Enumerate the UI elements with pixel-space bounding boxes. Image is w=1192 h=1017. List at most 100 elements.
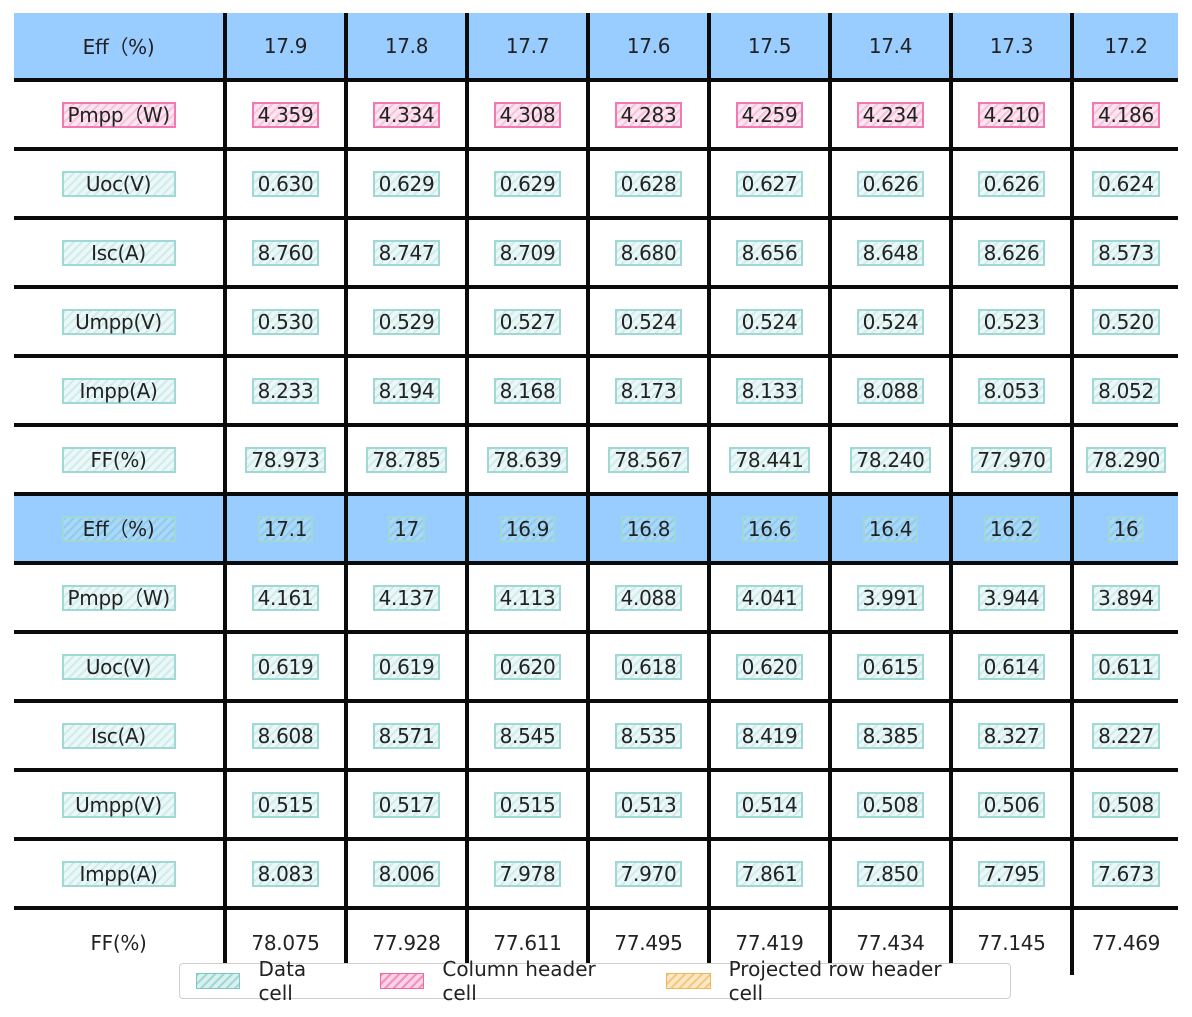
cell-value: 0.508 [1092, 791, 1160, 818]
table-body: Eff（%) 17.9 17.8 17.7 17.6 17.5 17.4 17.3 17.2 Pm… [14, 13, 1178, 975]
table-cell: 8.194 [346, 356, 469, 427]
table-cell: 77.970 [951, 425, 1074, 496]
table-row: Umpp(V) 0.530 0.529 0.527 0.524 0.524 0.524 0.5… [14, 287, 1178, 358]
cell-value: 0.626 [977, 170, 1046, 197]
table-cell: 17.6 [588, 13, 711, 82]
table-cell: 16 [1072, 494, 1178, 565]
table-cell: 8.052 [1072, 356, 1178, 427]
table-cell: 0.520 [1072, 287, 1178, 358]
table-cell: 8.327 [951, 701, 1074, 772]
legend-item-data: Data cell [196, 957, 344, 1005]
table-cell: 78.240 [830, 425, 953, 496]
table-cell: 4.137 [346, 563, 469, 634]
cell-value: 16.4 [862, 515, 919, 542]
table-cell: 7.861 [709, 839, 832, 910]
cell-value: 0.513 [614, 791, 683, 818]
table-cell: 8.006 [346, 839, 469, 910]
table-cell: 17.1 [225, 494, 348, 565]
cell-value: 17.4 [868, 33, 913, 58]
table-cell: 0.626 [830, 149, 953, 220]
table-cell: 4.334 [346, 80, 469, 151]
table-row: Eff（%) 17.9 17.8 17.7 17.6 17.5 17.4 17.3 17.2 [14, 13, 1178, 82]
table-cell: 4.113 [467, 563, 590, 634]
row-label: FF(%) [90, 930, 147, 955]
cell-value: 8.760 [251, 239, 320, 266]
row-label-cell: Pmpp（W) [14, 80, 227, 151]
cell-value: 4.234 [856, 101, 925, 128]
table-row: Pmpp（W) 4.161 4.137 4.113 4.088 4.041 3.991 3.9… [14, 563, 1178, 634]
legend-item-rowhdr: Projected row header cell [666, 957, 974, 1005]
cell-value: 0.619 [251, 653, 320, 680]
cell-value: 0.630 [251, 170, 320, 197]
table-cell: 3.991 [830, 563, 953, 634]
cell-value: 0.514 [735, 791, 804, 818]
row-label: Impp(A) [61, 860, 176, 887]
table-cell: 16.4 [830, 494, 953, 565]
cell-value: 77.928 [372, 930, 441, 955]
cell-value: 4.359 [251, 101, 320, 128]
table-cell: 8.656 [709, 218, 832, 289]
table-cell: 0.524 [830, 287, 953, 358]
row-label-cell: Isc(A) [14, 218, 227, 289]
cell-value: 0.517 [372, 791, 441, 818]
cell-value: 0.624 [1092, 170, 1160, 197]
cell-value: 8.680 [614, 239, 683, 266]
table-cell: 8.535 [588, 701, 711, 772]
cell-value: 78.973 [245, 446, 326, 473]
table-cell: 0.614 [951, 632, 1074, 703]
cell-value: 8.168 [493, 377, 562, 404]
cell-value: 8.608 [251, 722, 320, 749]
cell-value: 17.6 [626, 33, 671, 58]
cell-value: 16 [1107, 515, 1145, 542]
cell-value: 17.2 [1104, 33, 1148, 58]
cell-value: 8.052 [1092, 377, 1160, 404]
cell-value: 17 [388, 515, 425, 542]
table-row: Pmpp（W) 4.359 4.334 4.308 4.283 4.259 4.234 4.2… [14, 80, 1178, 151]
legend: Data cell Column header cell Projected row… [179, 957, 1011, 1005]
table-cell: 8.233 [225, 356, 348, 427]
table-cell: 8.173 [588, 356, 711, 427]
cell-value: 7.850 [856, 860, 925, 887]
legend-label: Data cell [258, 957, 307, 1005]
row-label: Umpp(V) [61, 308, 176, 335]
table-cell: 4.359 [225, 80, 348, 151]
table-cell: 4.210 [951, 80, 1074, 151]
cell-value: 8.747 [372, 239, 441, 266]
table-cell: 78.441 [709, 425, 832, 496]
row-label-cell: FF(%) [14, 425, 227, 496]
cell-value: 4.186 [1092, 101, 1160, 128]
cell-value: 17.7 [505, 33, 550, 58]
cell-value: 8.006 [372, 860, 441, 887]
table-cell: 8.053 [951, 356, 1074, 427]
row-label: Isc(A) [61, 722, 176, 749]
table-row: Isc(A) 8.608 8.571 8.545 8.535 8.419 8.385 8.32… [14, 701, 1178, 772]
table-cell: 8.680 [588, 218, 711, 289]
row-label-cell: Eff（%) [14, 13, 227, 82]
row-label-cell: Umpp(V) [14, 770, 227, 841]
cell-value: 4.113 [493, 584, 562, 611]
cell-value: 78.567 [608, 446, 689, 473]
table-row: Umpp(V) 0.515 0.517 0.515 0.513 0.514 0.508 0.5… [14, 770, 1178, 841]
cell-value: 4.088 [614, 584, 683, 611]
legend-swatch-data [196, 973, 241, 989]
row-label-cell: Uoc(V) [14, 149, 227, 220]
table-cell: 0.508 [1072, 770, 1178, 841]
table-cell: 0.506 [951, 770, 1074, 841]
cell-value: 0.515 [251, 791, 320, 818]
row-label: Umpp(V) [61, 791, 176, 818]
cell-value: 7.795 [977, 860, 1046, 887]
cell-value: 4.137 [372, 584, 441, 611]
table-cell: 0.515 [467, 770, 590, 841]
cell-value: 17.5 [747, 33, 792, 58]
table-cell: 0.514 [709, 770, 832, 841]
cell-value: 0.611 [1092, 653, 1160, 680]
cell-value: 0.530 [251, 308, 320, 335]
row-label-cell: Umpp(V) [14, 287, 227, 358]
cell-value: 0.520 [1092, 308, 1160, 335]
table-cell: 0.620 [709, 632, 832, 703]
table-cell: 78.567 [588, 425, 711, 496]
row-label: Eff（%) [82, 35, 155, 59]
cell-value: 7.978 [493, 860, 562, 887]
table-cell: 78.785 [346, 425, 469, 496]
